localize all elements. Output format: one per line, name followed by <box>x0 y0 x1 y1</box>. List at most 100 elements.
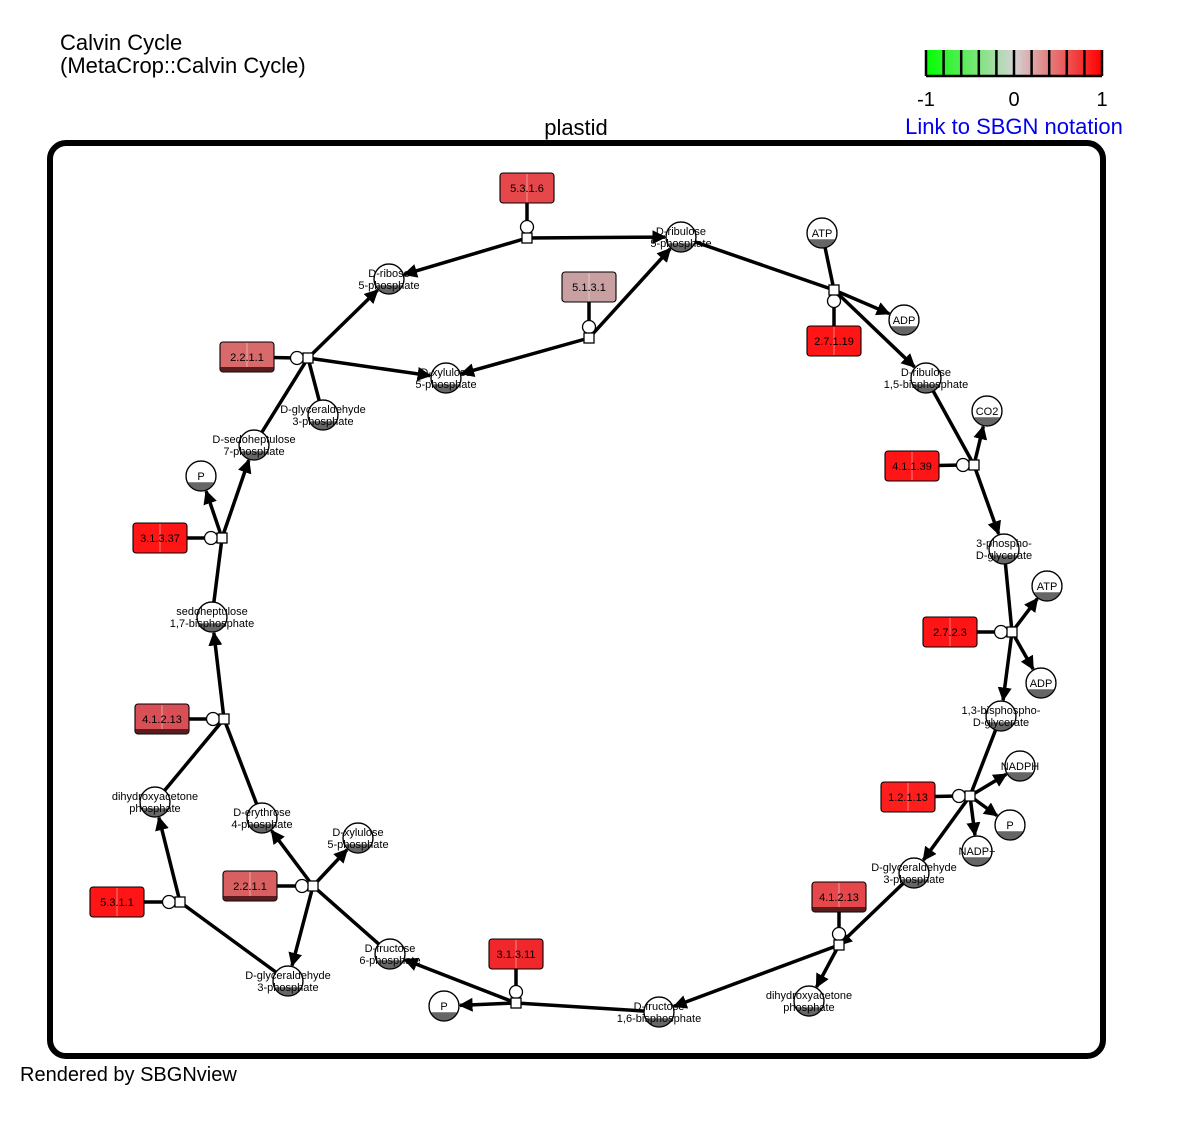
production-arc <box>672 943 840 1009</box>
metabolite-p2[interactable]: P <box>428 990 460 1022</box>
enzyme-e_5316[interactable]: 5.3.1.6 <box>499 172 555 204</box>
process-glyph[interactable] <box>302 352 314 364</box>
process-glyph[interactable] <box>1006 626 1018 638</box>
process-glyph[interactable] <box>968 459 980 471</box>
enzyme-box <box>561 271 617 303</box>
enzyme-e_41213a[interactable]: 4.1.2.13 <box>811 881 867 913</box>
enzyme-clone-marker <box>812 907 866 912</box>
metabolite-p3[interactable]: P <box>185 460 217 492</box>
enzyme-e_5131[interactable]: 5.1.3.1 <box>561 271 617 303</box>
process-glyph[interactable] <box>828 284 840 296</box>
metabolite-label: CO2 <box>976 406 999 418</box>
production-arc <box>203 489 224 539</box>
process-glyph[interactable] <box>216 532 228 544</box>
enzyme-box <box>132 522 188 554</box>
catalysis-glyph <box>508 984 524 1000</box>
metabolite-label: NADPH <box>1001 761 1040 773</box>
clone-marker <box>430 1012 458 1021</box>
enzyme-nodes: 5.3.1.6 5.1.3.1 2.7.1.19 4.1.1.39 2.7.2.3 1.2… <box>89 172 978 970</box>
enzyme-e_41213b[interactable]: 4.1.2.13 <box>134 703 190 735</box>
enzyme-box <box>884 450 940 482</box>
metabolite-label: 3-phospho- <box>976 538 1032 550</box>
process-glyph[interactable] <box>510 997 522 1009</box>
enzyme-e_31311[interactable]: 3.1.3.11 <box>488 938 544 970</box>
sbgn-notation-link[interactable]: Link to SBGN notation <box>905 114 1123 139</box>
metabolite-outline <box>888 304 920 336</box>
clone-marker <box>1027 689 1055 699</box>
enzyme-box <box>922 616 978 648</box>
metabolite-p1[interactable]: P <box>994 809 1026 841</box>
metabolite-pga[interactable]: 3-phospho-D-glycerate <box>976 533 1032 565</box>
metabolite-label: ATP <box>812 228 833 240</box>
metabolite-outline <box>342 822 374 854</box>
metabolite-label: D-ribulose <box>901 367 951 379</box>
metabolite-label: ADP <box>1030 678 1053 690</box>
process-glyph[interactable] <box>307 880 319 892</box>
clone-marker <box>890 326 918 335</box>
enzyme-e_2723[interactable]: 2.7.2.3 <box>922 616 978 648</box>
metabolite-label: 4-phosphate <box>231 819 292 831</box>
metabolite-outline <box>307 399 339 431</box>
metabolite-nadp[interactable]: NADP+ <box>959 835 996 867</box>
metabolite-label: sedoheptulose <box>176 606 248 618</box>
process-glyph[interactable] <box>583 332 595 344</box>
metabolite-label: 5-phosphate <box>650 238 711 250</box>
catalysis-glyph <box>951 788 967 804</box>
metabolite-co2[interactable]: CO2 <box>971 395 1003 427</box>
production-arc <box>460 336 590 378</box>
production-arc <box>270 829 315 888</box>
metabolite-nadph[interactable]: NADPH <box>1001 750 1040 782</box>
production-arc <box>837 871 916 947</box>
metabolite-adp2[interactable]: ADP <box>1025 667 1057 699</box>
metabolite-label: 1,6-bisphosphate <box>617 1013 701 1025</box>
enzyme-e_31337[interactable]: 3.1.3.37 <box>132 522 188 554</box>
catalysis-glyph <box>205 711 221 727</box>
enzyme-e_12113[interactable]: 1.2.1.13 <box>880 781 936 813</box>
metabolite-label: D-ribulose <box>656 226 706 238</box>
process-glyph[interactable] <box>174 896 186 908</box>
metabolite-nodes: D-ribulose5-phosphateATPADPD-ribulose1,5… <box>112 217 1063 1028</box>
production-arc <box>220 458 252 539</box>
process-nodes <box>161 219 1018 1009</box>
metabolite-atp1[interactable]: ATP <box>806 217 838 249</box>
enzyme-e_27119[interactable]: 2.7.1.19 <box>806 325 862 357</box>
process-glyph[interactable] <box>964 790 976 802</box>
enzyme-e_2211b[interactable]: 2.2.1.1 <box>219 341 275 373</box>
process-glyph[interactable] <box>521 232 533 244</box>
enzyme-box <box>499 172 555 204</box>
metabolite-atp2[interactable]: ATP <box>1031 570 1063 602</box>
enzyme-e_411392[interactable]: 4.1.1.39 <box>884 450 940 482</box>
enzyme-box <box>89 886 145 918</box>
metabolite-bpg[interactable]: 1,3-bisphospho-D-glycerate <box>962 700 1041 732</box>
metabolite-label: 5-phosphate <box>358 280 419 292</box>
metabolite-label: 3-phosphate <box>257 982 318 994</box>
production-arc <box>997 631 1014 702</box>
consumption-arc <box>515 1001 660 1014</box>
metabolite-label: D-glyceraldehyde <box>280 404 366 416</box>
enzyme-e_2211a[interactable]: 2.2.1.1 <box>222 870 278 902</box>
metabolite-label: D-sedoheptulose <box>212 434 295 446</box>
enzyme-e_5311[interactable]: 5.3.1.1 <box>89 886 145 918</box>
process-glyph[interactable] <box>833 939 845 951</box>
catalysis-glyph <box>831 926 847 942</box>
process-glyph[interactable] <box>218 713 230 725</box>
catalysis-glyph <box>826 293 842 309</box>
metabolite-label: D-glyceraldehyde <box>245 970 331 982</box>
reaction-arcs <box>153 230 1039 1014</box>
metabolite-adp1[interactable]: ADP <box>888 304 920 336</box>
